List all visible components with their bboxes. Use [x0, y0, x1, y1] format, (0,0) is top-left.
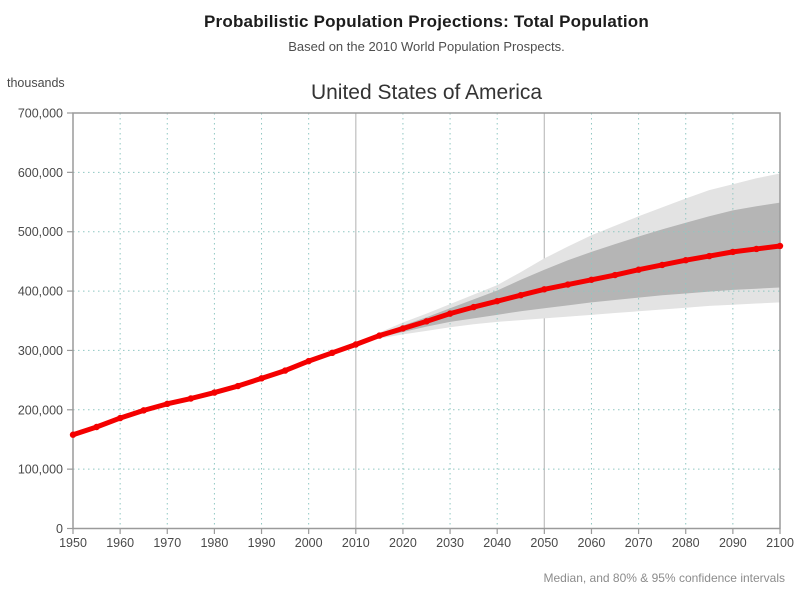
median-point [329, 349, 336, 357]
median-point [658, 261, 666, 269]
chart-footnote: Median, and 80% & 95% confidence interva… [543, 571, 785, 585]
x-tick-label: 1980 [200, 536, 228, 550]
y-tick-label: 500,000 [18, 225, 63, 239]
y-tick-label: 0 [56, 522, 63, 536]
median-point [164, 400, 171, 408]
median-point [93, 423, 100, 431]
median-point [635, 266, 642, 273]
median-point [564, 281, 572, 288]
y-tick-label: 100,000 [18, 463, 63, 477]
confidence-band-95 [355, 173, 780, 345]
median-point [494, 297, 501, 305]
y-tick-label: 700,000 [18, 107, 63, 121]
page-title: Probabilistic Population Projections: To… [204, 12, 649, 31]
median-point [352, 341, 359, 348]
x-tick-label: 2010 [342, 536, 370, 550]
x-tick-label: 1950 [59, 536, 87, 550]
chart-title: United States of America [310, 81, 543, 104]
median-point [588, 276, 595, 283]
median-point [682, 257, 689, 264]
median-point [211, 389, 218, 396]
x-tick-label: 2030 [436, 536, 464, 550]
x-tick-label: 2100 [766, 536, 794, 550]
y-tick-label: 400,000 [18, 285, 63, 299]
y-tick-label: 200,000 [18, 403, 63, 417]
median-point [399, 325, 407, 332]
median-point [611, 271, 619, 279]
median-point [706, 252, 713, 260]
median-point [446, 310, 454, 317]
y-tick-label: 600,000 [18, 166, 63, 180]
x-tick-label: 2050 [530, 536, 558, 550]
median-point [234, 382, 242, 390]
y-tick-label: 300,000 [18, 344, 63, 358]
x-tick-label: 2080 [672, 536, 700, 550]
plot-frame [72, 112, 781, 530]
page-subtitle: Based on the 2010 World Population Prosp… [288, 39, 565, 54]
median-point [517, 292, 524, 299]
x-tick-label: 1960 [106, 536, 134, 550]
median-point [729, 248, 737, 256]
median-point [776, 242, 784, 250]
median-point [187, 395, 195, 402]
median-point [376, 332, 383, 339]
x-tick-label: 2060 [578, 536, 606, 550]
x-tick-label: 2040 [483, 536, 511, 550]
x-tick-label: 2090 [719, 536, 747, 550]
median-point [470, 303, 477, 311]
median-point [305, 357, 312, 365]
x-tick-label: 2000 [295, 536, 323, 550]
y-axis-unit-label: thousands [7, 76, 65, 90]
median-point [281, 367, 289, 374]
median-point [753, 245, 760, 253]
median-point [69, 431, 77, 438]
median-point [423, 318, 430, 325]
median-point [258, 375, 265, 382]
x-tick-label: 2020 [389, 536, 417, 550]
x-tick-label: 1990 [248, 536, 276, 550]
x-tick-label: 1970 [153, 536, 181, 550]
median-point [541, 286, 548, 293]
x-tick-label: 2070 [625, 536, 653, 550]
median-point [140, 407, 147, 414]
median-point [116, 414, 124, 422]
